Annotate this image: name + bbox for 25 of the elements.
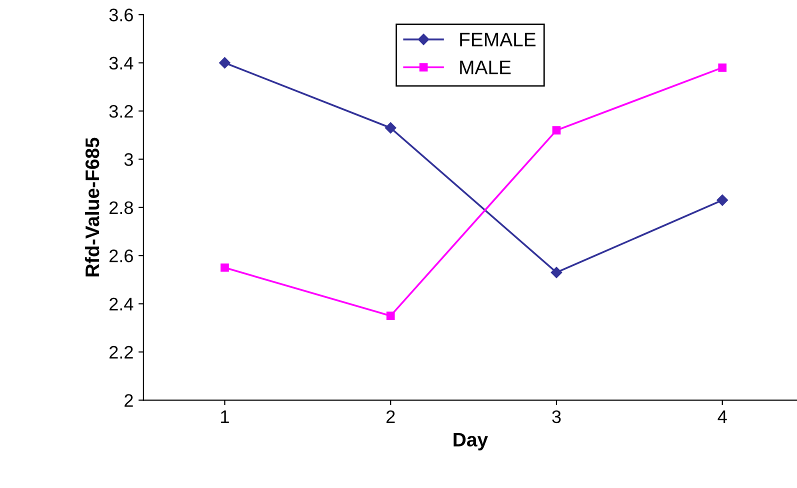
legend-label: MALE (460, 60, 511, 74)
legend-label: FEMALE (460, 32, 536, 46)
y-tick-label: 3.2 (109, 104, 133, 118)
point (219, 57, 230, 68)
point (550, 266, 562, 278)
x-tick-label: 3 (552, 410, 561, 424)
x-axis-title: Day (454, 432, 488, 450)
point (552, 126, 561, 134)
x-tick-label: 4 (718, 410, 727, 423)
x-tick-label: 2 (386, 410, 395, 423)
point (718, 63, 727, 72)
point (385, 122, 396, 134)
point (716, 194, 728, 206)
y-tick-label: 2.6 (110, 250, 133, 262)
y-tick-label: 3 (124, 153, 133, 166)
point (220, 263, 229, 272)
y-tick-label: 2 (124, 394, 133, 407)
y-tick-label: 2.8 (110, 201, 133, 214)
y-tick-label: 2.4 (110, 298, 134, 310)
y-tick-label: 2.2 (110, 346, 133, 359)
y-tick-label: 3.4 (109, 56, 134, 70)
y-tick-label: 3.6 (109, 8, 133, 22)
y-axis-title: Rfd-Value-F685 (84, 138, 100, 276)
x-tick-label: 1 (221, 410, 229, 423)
point (386, 312, 395, 320)
